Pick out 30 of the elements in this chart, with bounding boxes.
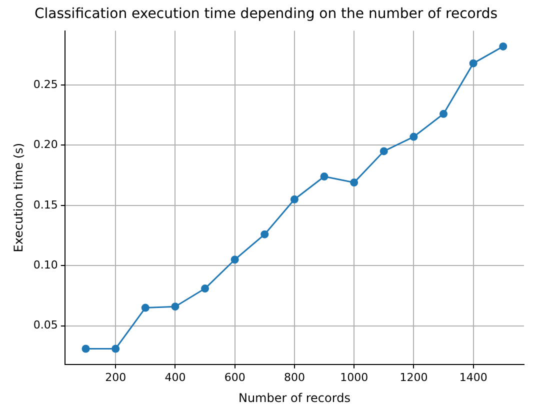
point: [82, 344, 90, 353]
x-axis-title: Number of records: [238, 390, 350, 405]
point: [380, 147, 388, 156]
y-tick-label: 0.25: [33, 78, 58, 91]
x-tick-label: 400: [164, 370, 186, 384]
x-tick-label: 200: [105, 370, 126, 384]
y-axis-title: Execution time (s): [11, 142, 26, 252]
point: [290, 195, 298, 204]
y-tick-label: 0.10: [33, 258, 58, 272]
x-tick-label: 800: [284, 370, 305, 384]
x-tick-label: 1400: [459, 370, 488, 384]
point: [320, 172, 328, 181]
y-tick-label: 0.20: [33, 138, 58, 152]
point: [141, 304, 150, 312]
point: [410, 132, 418, 141]
point: [201, 284, 210, 293]
point: [499, 42, 508, 50]
y-tick-label: 0.05: [33, 318, 58, 332]
chart-title: Classification execution time depending on the number of records: [34, 6, 498, 22]
x-tick-label: 600: [224, 370, 246, 384]
x-tick-label: 1200: [400, 370, 428, 384]
point: [112, 344, 120, 353]
point: [230, 256, 239, 264]
point: [171, 302, 180, 311]
y-tick-label: 0.15: [33, 198, 58, 212]
point: [469, 59, 478, 68]
point: [440, 110, 448, 118]
point: [260, 230, 269, 238]
point: [350, 178, 358, 187]
x-tick-label: 1000: [340, 370, 368, 384]
